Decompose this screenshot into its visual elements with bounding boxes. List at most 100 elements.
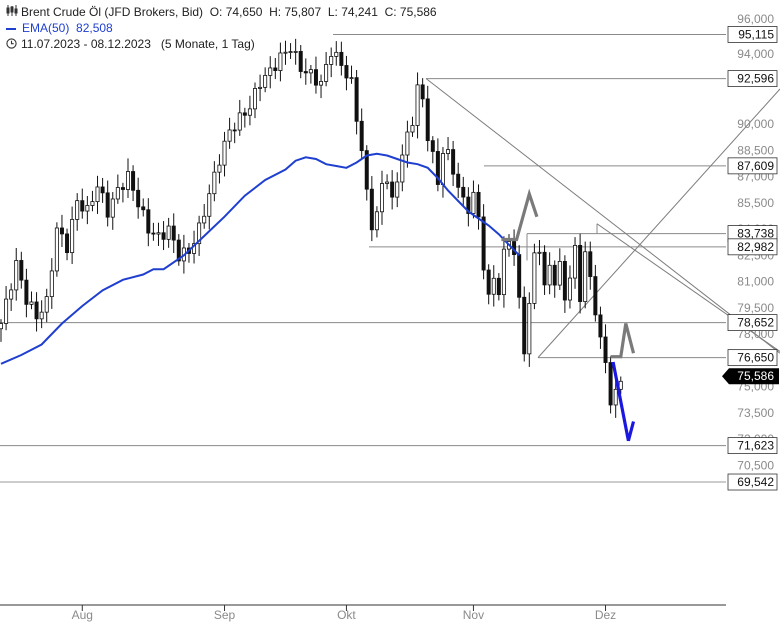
candle	[100, 177, 105, 203]
candle	[451, 140, 456, 187]
trendline-up	[537, 88, 780, 358]
candle-body	[430, 140, 435, 152]
candle	[400, 144, 405, 192]
candle-body	[146, 209, 151, 234]
candle	[288, 43, 293, 59]
instrument-name: Brent Crude Öl (JFD Brokers, Bid)	[21, 5, 204, 19]
candle-body	[390, 181, 395, 198]
candle	[481, 204, 486, 280]
candle-body	[527, 302, 532, 355]
candle	[578, 233, 583, 314]
x-tick-label: Nov	[463, 608, 484, 622]
candle-body	[217, 164, 222, 173]
candle	[131, 165, 136, 202]
candle	[227, 117, 232, 149]
candle	[583, 241, 588, 309]
ohlc-close: 75,586	[399, 5, 437, 19]
candle	[339, 41, 344, 76]
candle-body	[354, 77, 359, 122]
candle-body	[227, 129, 232, 142]
candle-body	[400, 154, 405, 183]
candle	[85, 195, 90, 225]
candle	[14, 247, 19, 301]
candle-body	[24, 279, 29, 305]
candle-body	[126, 171, 131, 190]
candle-body	[593, 276, 598, 316]
candle	[273, 57, 278, 80]
candle	[379, 170, 384, 225]
candle-body	[435, 151, 440, 185]
candle	[562, 255, 567, 313]
candle-body	[44, 296, 49, 313]
candle-body	[374, 211, 379, 231]
candle	[9, 283, 14, 311]
candle	[166, 217, 171, 248]
candle	[461, 176, 466, 206]
candle-body	[136, 189, 141, 208]
ohlc-o-label: O:	[209, 5, 223, 19]
candle-body	[578, 244, 583, 302]
candle	[567, 265, 572, 309]
x-tick-label: Dez	[595, 608, 616, 622]
candle-body	[440, 153, 445, 185]
candle	[303, 58, 308, 85]
ema-label: EMA(50)	[22, 21, 70, 35]
candle	[319, 74, 324, 99]
candle-body	[95, 186, 100, 203]
candle-body	[4, 298, 9, 324]
candle-body	[410, 125, 415, 133]
candle	[278, 42, 283, 82]
y-tick-label: 88,500	[737, 143, 774, 157]
candle-body	[273, 67, 278, 71]
candle-body	[197, 222, 202, 245]
level-price-label: 69,542	[737, 475, 774, 489]
level-price-box	[727, 437, 778, 454]
candle	[573, 237, 578, 289]
candle	[446, 137, 451, 161]
candle-body	[308, 69, 313, 74]
ohlc-low: 74,241	[341, 5, 378, 19]
candle	[156, 222, 161, 246]
y-tick-label: 94,000	[737, 47, 774, 61]
candle-body	[39, 311, 44, 320]
candle	[359, 108, 364, 159]
candle	[54, 222, 59, 277]
candle-body	[557, 261, 562, 286]
projection-down	[611, 361, 636, 442]
candle-body	[70, 219, 75, 254]
candle-body	[313, 69, 318, 86]
horizontal-levels	[0, 33, 726, 483]
candle-body	[405, 131, 410, 156]
candle-body	[344, 65, 349, 79]
level-price-box	[727, 349, 778, 367]
candle-body	[283, 51, 288, 54]
candle-body	[303, 71, 308, 74]
candle	[44, 288, 49, 323]
ohlc-c-label: C:	[384, 5, 397, 19]
x-tick-label: Okt	[337, 608, 356, 622]
candle-body	[156, 232, 161, 235]
candle-body	[34, 301, 39, 320]
candle-body	[486, 269, 491, 295]
y-axis: 96,00094,00092,50090,00088,50087,00085,5…	[722, 12, 779, 491]
candle-body	[562, 261, 567, 301]
candle	[242, 107, 247, 128]
candle-body	[420, 84, 425, 100]
candle-body	[476, 191, 481, 218]
candle	[0, 319, 4, 342]
candle-body	[583, 251, 588, 302]
candle-body	[588, 251, 593, 277]
candle	[217, 154, 222, 184]
candle	[232, 122, 237, 144]
candle-body	[258, 86, 263, 89]
candle-body	[339, 51, 344, 66]
candle	[527, 292, 532, 367]
candle	[258, 74, 263, 102]
ohlc-h-label: H:	[269, 5, 282, 19]
y-tick-label: 73,500	[737, 406, 774, 420]
level-price-label: 82,982	[737, 240, 774, 254]
projection-up-1	[501, 188, 539, 242]
candle	[501, 236, 506, 308]
date-range: 11.07.2023 - 08.12.2023	[21, 37, 151, 51]
